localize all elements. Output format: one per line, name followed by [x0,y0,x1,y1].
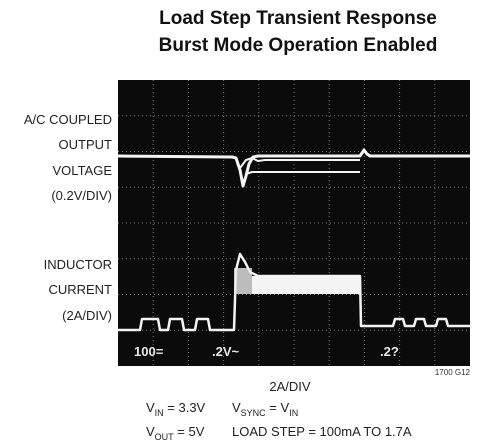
left-labels: A/C COUPLED OUTPUT VOLTAGE (0.2V/DIV) IN… [24,112,112,323]
condition-vsync: VSYNC = VIN [232,400,298,418]
sym: V [146,400,155,415]
sub: SYNC [241,408,267,418]
condition-vin: VIN = 3.3V [146,400,206,418]
rest: = 3.3V [164,400,206,415]
label: CURRENT [48,282,112,297]
sym: V [232,400,241,415]
condition-load: LOAD STEP = 100mA TO 1.7A [232,424,412,439]
figure-id: 1700 G12 [435,368,471,377]
screen-label: 100= [134,344,164,359]
sub: IN [289,408,298,418]
current-band [252,276,360,294]
current-band [234,268,252,294]
rest: = 5V [174,424,205,439]
label: OUTPUT [59,137,113,152]
title-line-1: Load Step Transient Response [159,8,437,29]
horizontal-scale: 2A/DIV [269,379,311,394]
label: INDUCTOR [44,257,112,272]
label: VOLTAGE [53,163,113,178]
label: (0.2V/DIV) [51,188,112,203]
title-line-2: Burst Mode Operation Enabled [159,35,438,56]
sub: IN [155,408,164,418]
rest: = V [266,400,290,415]
page: Load Step Transient Response Burst Mode … [0,0,481,444]
sym: V [146,424,155,439]
label: A/C COUPLED [24,112,112,127]
label: (2A/DIV) [62,308,112,323]
sub: OUT [155,432,175,442]
screen-label: .2V~ [212,344,240,359]
condition-vout: VOUT = 5V [146,424,205,442]
screen-label: .2? [380,344,399,359]
scope-screen: 100= .2V~ .2? [118,80,470,366]
